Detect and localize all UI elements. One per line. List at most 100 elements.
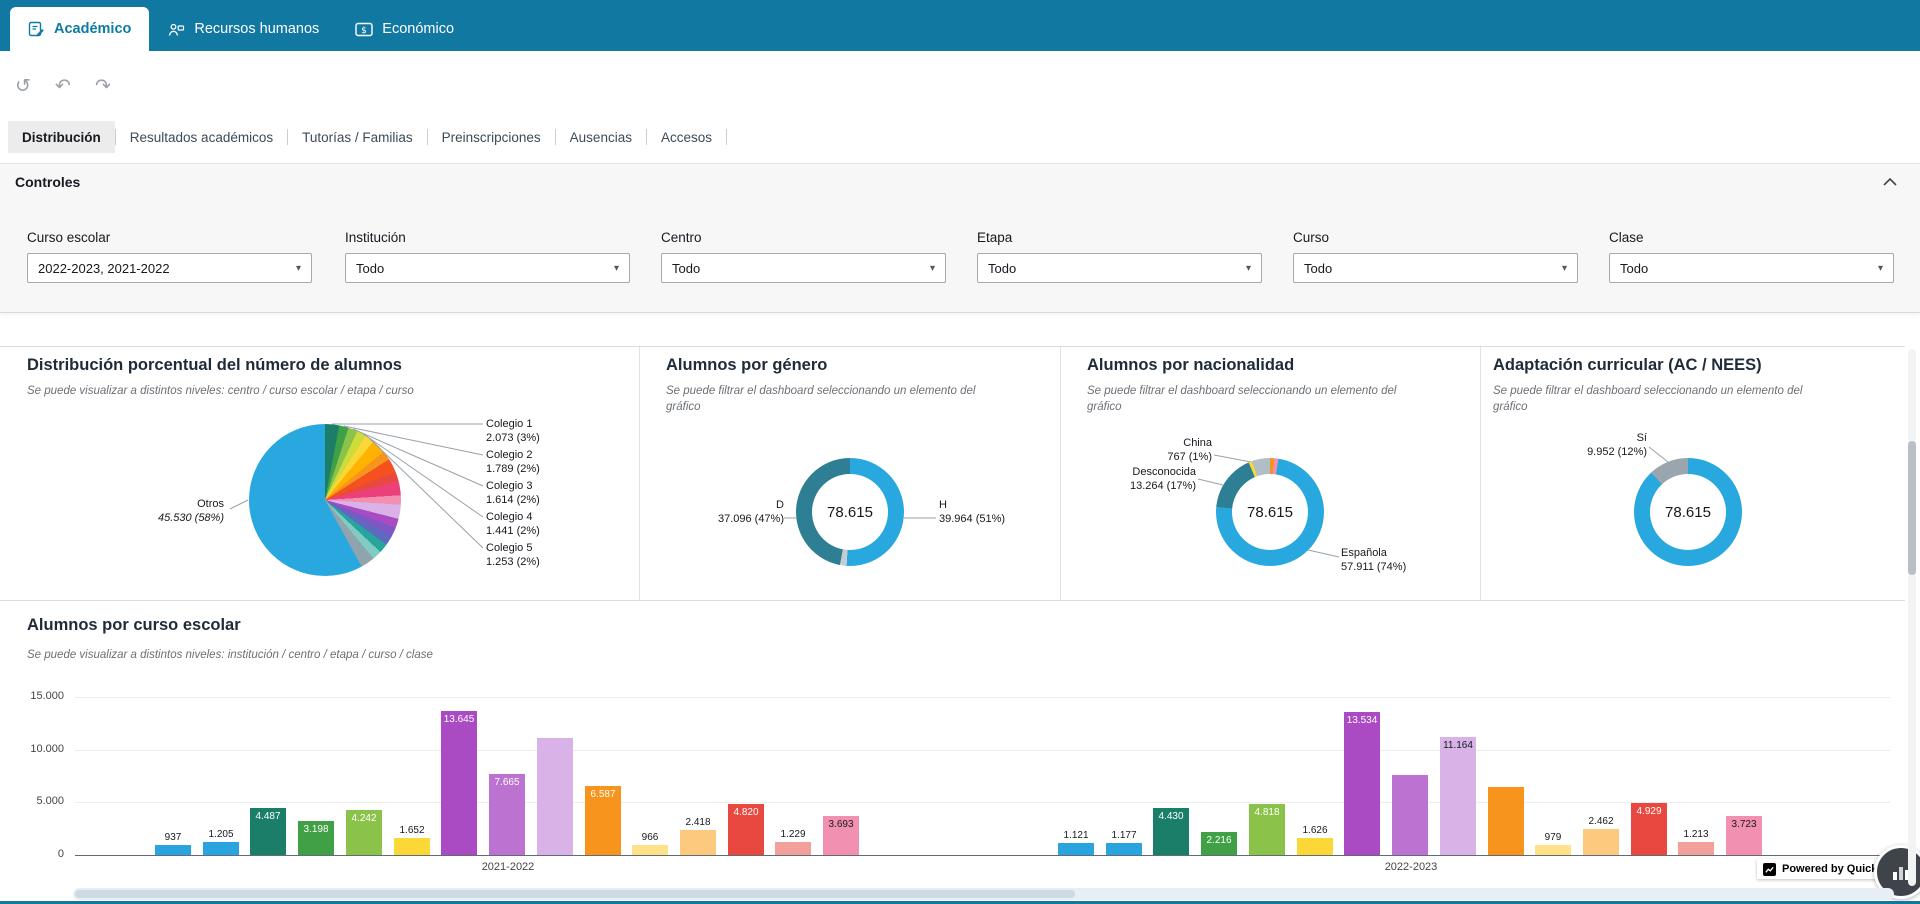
slice-label: Colegio 2 <box>486 449 533 461</box>
institucion-select[interactable]: Todo ▾ <box>345 253 630 283</box>
pie-callout-colegio-5: Colegio 5 1.253 (2%) <box>486 541 616 570</box>
pie-panel-subtitle: Se puede visualizar a distintos niveles:… <box>27 385 414 397</box>
slice-label: Colegio 4 <box>486 511 533 523</box>
ac-donut-chart[interactable]: 78.615 <box>1634 458 1742 566</box>
tab-separator <box>426 129 428 145</box>
bar-value-label: 1.121 <box>1063 830 1089 841</box>
bar-value-label: 4.818 <box>1254 807 1280 818</box>
bar-value-label: 13.534 <box>1346 715 1378 726</box>
filter-clase: Clase Todo ▾ <box>1609 230 1894 283</box>
bar-value-label: 1.177 <box>1111 830 1137 841</box>
economico-icon: $ <box>355 22 373 36</box>
alumnos-pie-chart[interactable] <box>249 424 401 576</box>
bar-2021-2022-10[interactable] <box>585 786 621 855</box>
bar-2021-2022-12[interactable] <box>680 830 716 855</box>
bar-value-label: 2.462 <box>1588 816 1614 827</box>
slice-label: Colegio 5 <box>486 542 533 554</box>
panel-divider <box>1060 347 1061 600</box>
app-tab-academico[interactable]: Académico <box>10 7 150 51</box>
genero-panel-title: Alumnos por género <box>666 356 828 374</box>
app-tab-economico[interactable]: $ Económico <box>337 7 472 51</box>
bar-2022-2023-9[interactable] <box>1440 737 1476 855</box>
redo-button[interactable]: ↷ <box>90 74 116 100</box>
bar-2022-2023-2[interactable] <box>1106 843 1142 855</box>
controls-title: Controles <box>15 174 81 190</box>
horizontal-scrollbar <box>73 888 1894 900</box>
genero-donut-chart[interactable]: 78.615 <box>796 458 904 566</box>
centro-select[interactable]: Todo ▾ <box>661 253 946 283</box>
etapa-select[interactable]: Todo ▾ <box>977 253 1262 283</box>
slice-value: 1.441 (2%) <box>486 525 540 538</box>
clase-select[interactable]: Todo ▾ <box>1609 253 1894 283</box>
x-axis-label: 2022-2023 <box>1384 861 1438 873</box>
panel-divider <box>639 347 640 600</box>
nacionalidad-callout-china: China 767 (1%) <box>1092 436 1212 465</box>
bar-2022-2023-4[interactable] <box>1201 832 1237 855</box>
vertical-scrollbar-thumb[interactable] <box>1908 441 1916 575</box>
select-value: Todo <box>1620 260 1649 276</box>
bar-2021-2022-1[interactable] <box>155 845 191 855</box>
reset-button[interactable]: ↺ <box>10 74 36 100</box>
nacionalidad-panel-subtitle: Se puede filtrar el dashboard selecciona… <box>1087 385 1397 413</box>
app-tab-bar: Académico Recursos humanos $ Económico <box>0 0 1920 51</box>
filter-label: Etapa <box>977 230 1013 245</box>
gridline <box>75 749 1890 751</box>
nacionalidad-donut-chart[interactable]: 78.615 <box>1216 458 1324 566</box>
bar-value-label: 1.626 <box>1302 825 1328 836</box>
bar-2021-2022-4[interactable] <box>298 821 334 855</box>
bar-2022-2023-8[interactable] <box>1392 775 1428 855</box>
sheet-tab-ausencias[interactable]: Ausencias <box>569 129 632 145</box>
ac-panel-title: Adaptación curricular (AC / NEES) <box>1493 356 1762 374</box>
bar-2021-2022-11[interactable] <box>632 845 668 855</box>
bar-2022-2023-7[interactable] <box>1344 712 1380 855</box>
app-tab-recursos-humanos[interactable]: Recursos humanos <box>149 7 337 51</box>
bar-2022-2023-12[interactable] <box>1583 829 1619 855</box>
slice-label: Sí <box>1636 432 1647 444</box>
bar-2022-2023-14[interactable] <box>1678 842 1714 855</box>
select-value: Todo <box>988 260 1017 276</box>
collapse-controls-button[interactable] <box>1878 171 1902 194</box>
curso-select[interactable]: Todo ▾ <box>1293 253 1578 283</box>
sheet-tab-distribucion[interactable]: Distribución <box>8 121 115 153</box>
slice-value: 767 (1%) <box>1167 451 1212 464</box>
bar-2021-2022-5[interactable] <box>346 810 382 855</box>
sheet-tab-resultados-academicos[interactable]: Resultados académicos <box>129 129 274 145</box>
sheet-tab-accesos[interactable]: Accesos <box>660 129 712 145</box>
bar-panel-subtitle: Se puede visualizar a distintos niveles:… <box>27 649 433 661</box>
nacionalidad-callout-espanola: Española 57.911 (74%) <box>1341 546 1461 575</box>
bar-2021-2022-8[interactable] <box>489 774 525 855</box>
bar-2022-2023-13[interactable] <box>1631 803 1667 855</box>
bar-value-label: 3.693 <box>828 819 854 830</box>
sheet-tab-preinscripciones[interactable]: Preinscripciones <box>441 129 541 145</box>
bar-2021-2022-13[interactable] <box>728 804 764 855</box>
bar-2021-2022-15[interactable] <box>823 816 859 855</box>
sheet-tab-tutorias-familias[interactable]: Tutorías / Familias <box>302 129 413 145</box>
slice-value: 57.911 (74%) <box>1341 561 1407 574</box>
filter-label: Curso escolar <box>27 230 111 245</box>
bar-value-label: 3.198 <box>303 824 329 835</box>
bar-2021-2022-9[interactable] <box>537 738 573 855</box>
bar-2022-2023-1[interactable] <box>1058 843 1094 855</box>
bar-2022-2023-3[interactable] <box>1153 808 1189 855</box>
bar-2021-2022-3[interactable] <box>250 808 286 855</box>
total-value: 78.615 <box>1665 503 1711 521</box>
bar-2021-2022-6[interactable] <box>394 838 430 855</box>
bar-2022-2023-11[interactable] <box>1535 845 1571 855</box>
undo-button[interactable]: ↶ <box>50 74 76 100</box>
bar-value-label: 2.418 <box>685 817 711 828</box>
bar-2022-2023-15[interactable] <box>1726 816 1762 855</box>
slice-label: Colegio 3 <box>486 480 533 492</box>
bar-2021-2022-14[interactable] <box>775 842 811 855</box>
horizontal-scrollbar-thumb[interactable] <box>75 890 1075 898</box>
bar-2021-2022-7[interactable] <box>441 711 477 855</box>
curso-escolar-select[interactable]: 2022-2023, 2021-2022 ▾ <box>27 253 312 283</box>
bar-2022-2023-6[interactable] <box>1297 838 1333 855</box>
bar-2022-2023-5[interactable] <box>1249 804 1285 855</box>
bar-2022-2023-10[interactable] <box>1488 787 1524 855</box>
bar-value-label: 11.164 <box>1443 740 1473 751</box>
gridline <box>75 802 1890 804</box>
alumnos-bar-chart[interactable]: 15.000 10.000 5.000 0 937 1.205 4.487 3.198 4.24… <box>0 660 1905 873</box>
genero-panel-subtitle: Se puede filtrar el dashboard selecciona… <box>666 385 976 413</box>
bar-2021-2022-2[interactable] <box>203 842 239 855</box>
